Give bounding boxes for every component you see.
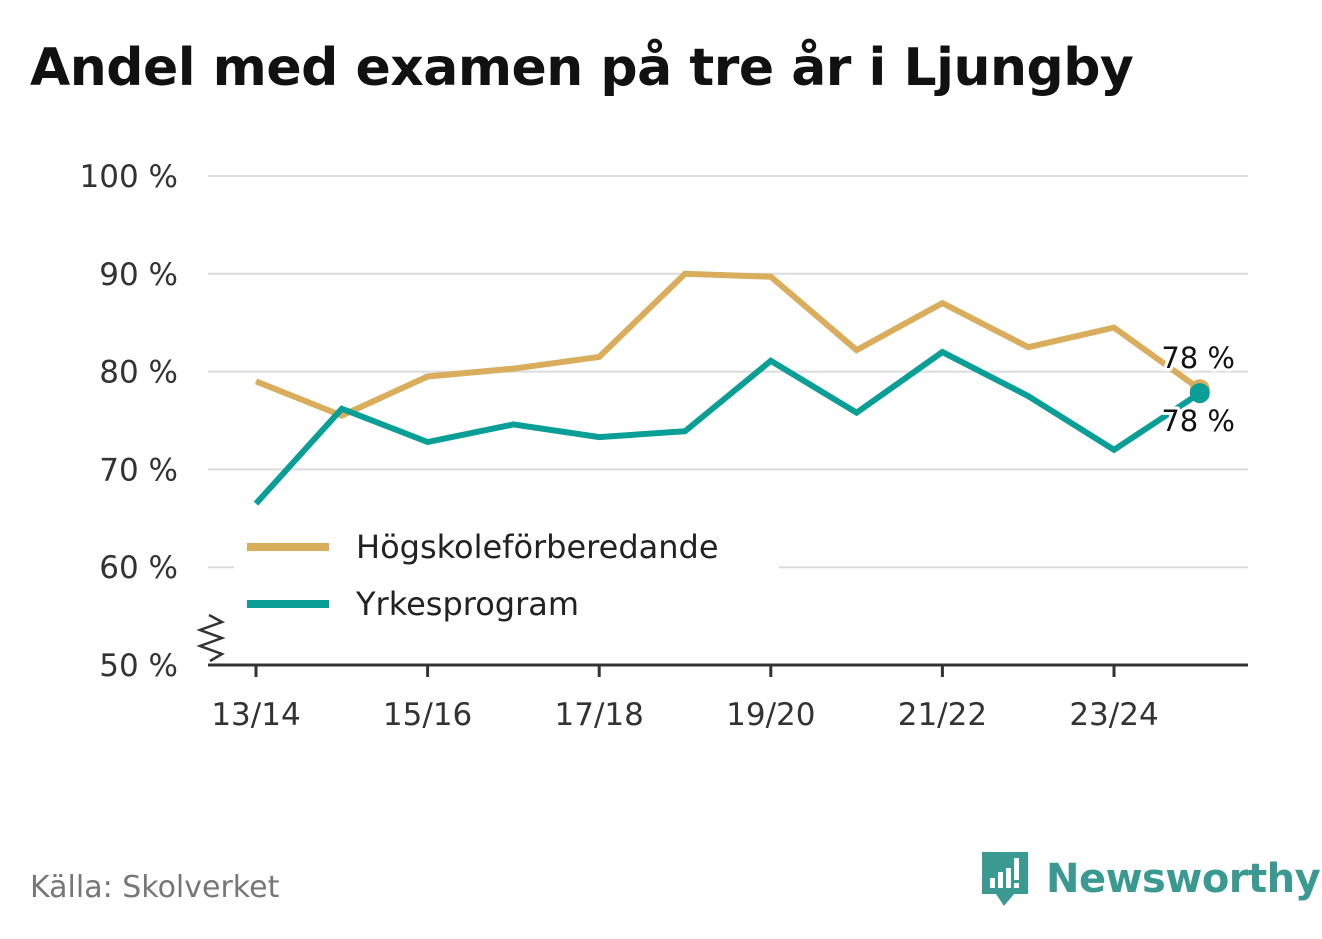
source-note: Källa: Skolverket	[30, 870, 280, 905]
legend-label: Yrkesprogram	[355, 585, 579, 623]
brand: Newsworthy	[980, 848, 1321, 910]
end-label: 78 %	[1161, 404, 1235, 438]
chart-title: Andel med examen på tre år i Ljungby	[30, 38, 1134, 98]
y-tick-label: 100 %	[80, 159, 178, 195]
series-lines	[253, 270, 1210, 506]
x-tick-labels: 13/14 15/16 17/18 19/20 21/22 23/24	[211, 665, 1159, 733]
x-tick-label: 15/16	[383, 697, 472, 733]
y-tick-label: 60 %	[99, 550, 178, 586]
brand-name: Newsworthy	[1046, 856, 1321, 902]
x-tick-label: 19/20	[726, 697, 815, 733]
y-tick-labels: 50 % 60 % 70 % 80 % 90 % 100 %	[80, 159, 178, 684]
legend-box	[234, 520, 779, 636]
y-tick-label: 70 %	[99, 452, 178, 488]
y-tick-label: 80 %	[99, 355, 178, 391]
y-tick-label: 50 %	[99, 648, 178, 684]
x-tick-label: 13/14	[211, 697, 300, 733]
x-tick-label: 17/18	[555, 697, 644, 733]
end-label: 78 %	[1161, 341, 1235, 375]
x-axis	[196, 613, 1248, 667]
newsworthy-logo-icon	[982, 852, 1028, 906]
axis-break-icon	[196, 613, 226, 663]
series-line-yrkesprogram	[253, 348, 1202, 506]
x-tick-label: 23/24	[1069, 697, 1158, 733]
legend: Högskoleförberedande Yrkesprogram	[234, 520, 779, 636]
series-end-point	[1189, 383, 1210, 404]
legend-label: Högskoleförberedande	[356, 528, 719, 566]
grid-lines	[208, 175, 1248, 569]
x-tick-label: 21/22	[898, 697, 987, 733]
end-labels: 78 % 78 %	[1158, 338, 1238, 441]
y-tick-label: 90 %	[99, 257, 178, 293]
series-line-hogskoleforberedande	[254, 270, 1202, 419]
